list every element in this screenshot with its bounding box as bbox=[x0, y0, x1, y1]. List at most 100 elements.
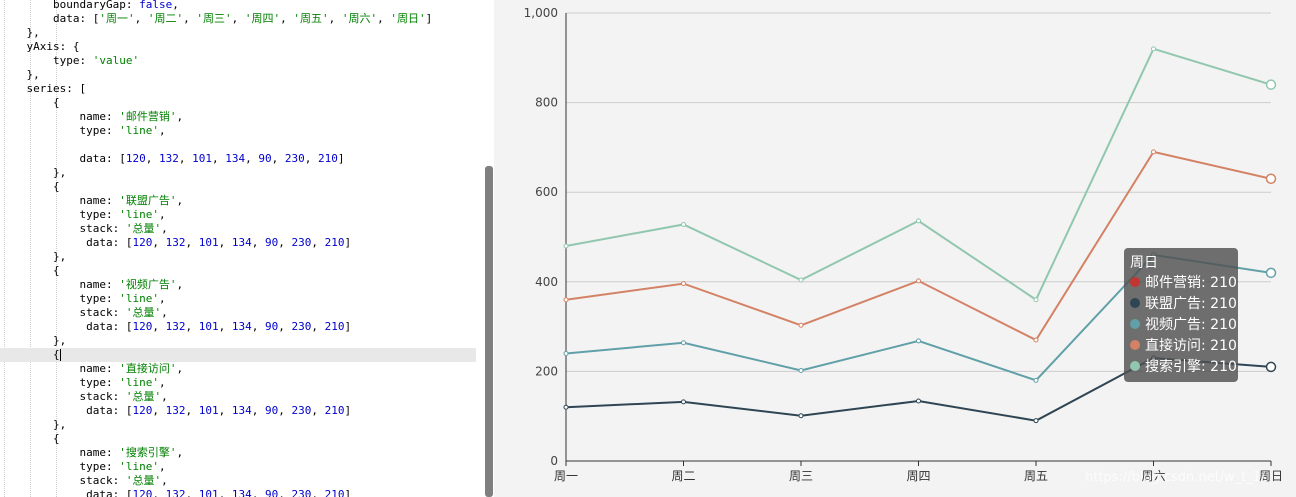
code-line[interactable]: boundaryGap: false, bbox=[0, 0, 476, 12]
code-line[interactable]: { bbox=[0, 180, 476, 194]
code-token: , bbox=[176, 362, 184, 375]
code-line[interactable]: type: 'line', bbox=[0, 208, 476, 222]
code-line[interactable]: stack: '总量', bbox=[0, 474, 476, 488]
code-token: 101 bbox=[198, 236, 219, 249]
code-line[interactable]: data: [120, 132, 101, 134, 90, 230, 210] bbox=[0, 488, 476, 497]
code-line[interactable]: name: '邮件营销', bbox=[0, 110, 476, 124]
code-line[interactable]: name: '搜索引擎', bbox=[0, 446, 476, 460]
code-token: , bbox=[134, 12, 148, 25]
y-tick-label: 800 bbox=[535, 96, 558, 110]
code-token: data: [ bbox=[0, 12, 100, 25]
code-token: , bbox=[152, 236, 166, 249]
code-line[interactable]: }, bbox=[0, 418, 476, 432]
code-line[interactable]: type: 'line', bbox=[0, 376, 476, 390]
code-line[interactable]: }, bbox=[0, 250, 476, 264]
code-line[interactable]: data: [120, 132, 101, 134, 90, 230, 210] bbox=[0, 404, 476, 418]
code-token: ] bbox=[344, 488, 352, 497]
code-token: 230 bbox=[291, 320, 312, 333]
code-token: type: bbox=[0, 124, 120, 137]
code-line[interactable] bbox=[0, 138, 476, 152]
code-token: type: bbox=[0, 54, 93, 67]
code-token: 'line' bbox=[119, 376, 159, 389]
code-line[interactable]: data: [120, 132, 101, 134, 90, 230, 210] bbox=[0, 236, 476, 250]
x-tick-label: 周二 bbox=[671, 469, 695, 483]
code-token: , bbox=[185, 236, 199, 249]
code-line[interactable]: series: [ bbox=[0, 82, 476, 96]
code-line[interactable]: name: '联盟广告', bbox=[0, 194, 476, 208]
data-point bbox=[1033, 337, 1039, 343]
data-point bbox=[1033, 297, 1039, 303]
code-line[interactable]: data: [120, 132, 101, 134, 90, 230, 210] bbox=[0, 152, 476, 166]
code-token: ] bbox=[344, 236, 352, 249]
code-token: 'line' bbox=[119, 460, 159, 473]
code-token: }, bbox=[0, 68, 40, 81]
code-line[interactable]: { bbox=[0, 432, 476, 446]
code-token: , bbox=[245, 152, 259, 165]
code-line[interactable]: }, bbox=[0, 166, 476, 180]
editor-scrollbar-thumb[interactable] bbox=[485, 166, 493, 497]
code-token: 90 bbox=[264, 236, 279, 249]
code-line[interactable]: { bbox=[0, 348, 476, 362]
data-point bbox=[1151, 46, 1156, 52]
code-token: , bbox=[152, 488, 166, 497]
code-token: '搜索引擎' bbox=[119, 446, 177, 459]
code-line[interactable]: stack: '总量', bbox=[0, 222, 476, 236]
code-token: , bbox=[311, 488, 325, 497]
series-color-dot bbox=[1130, 298, 1140, 308]
code-token: 210 bbox=[324, 404, 345, 417]
tooltip-row: 视频广告: 210 bbox=[1130, 315, 1237, 336]
tooltip-row: 联盟广告: 210 bbox=[1130, 294, 1237, 315]
code-token: }, bbox=[0, 418, 67, 431]
data-point bbox=[1265, 173, 1277, 185]
tooltip-row-label: 邮件营销: 210 bbox=[1145, 275, 1237, 291]
code-token: { bbox=[0, 432, 60, 445]
code-token: , bbox=[176, 194, 184, 207]
code-line[interactable]: data: ['周一', '周二', '周三', '周四', '周五', '周六… bbox=[0, 12, 476, 26]
code-token: 101 bbox=[198, 488, 219, 497]
code-token: 132 bbox=[158, 152, 179, 165]
indent-guide bbox=[4, 0, 5, 497]
code-line[interactable]: data: [120, 132, 101, 134, 90, 230, 210] bbox=[0, 320, 476, 334]
code-line[interactable]: { bbox=[0, 96, 476, 110]
code-line[interactable]: type: 'line', bbox=[0, 292, 476, 306]
code-line[interactable]: { bbox=[0, 264, 476, 278]
code-line[interactable]: type: 'value' bbox=[0, 54, 476, 68]
code-line[interactable]: }, bbox=[0, 68, 476, 82]
code-token: '总量' bbox=[125, 474, 162, 487]
code-line[interactable]: stack: '总量', bbox=[0, 390, 476, 404]
code-token: data: [ bbox=[0, 320, 133, 333]
code-token: 101 bbox=[198, 320, 219, 333]
code-line[interactable]: }, bbox=[0, 334, 476, 348]
data-point bbox=[1033, 377, 1039, 383]
code-line[interactable]: type: 'line', bbox=[0, 124, 476, 138]
code-token: , bbox=[183, 12, 197, 25]
code-token: , bbox=[271, 152, 285, 165]
code-token: , bbox=[158, 208, 166, 221]
code-line[interactable]: }, bbox=[0, 26, 476, 40]
data-point bbox=[798, 368, 804, 374]
code-line[interactable]: name: '视频广告', bbox=[0, 278, 476, 292]
code-token: 134 bbox=[231, 236, 252, 249]
y-tick-label: 1,000 bbox=[524, 6, 558, 20]
data-point bbox=[681, 281, 686, 287]
code-token: data: [ bbox=[0, 236, 133, 249]
series-color-dot bbox=[1130, 277, 1140, 287]
x-tick-label: 周一 bbox=[554, 469, 578, 483]
code-token: , bbox=[278, 404, 292, 417]
code-token: ] bbox=[344, 404, 352, 417]
code-token: , bbox=[158, 124, 166, 137]
code-token: '总量' bbox=[125, 306, 162, 319]
code-token: 210 bbox=[317, 152, 338, 165]
code-token: }, bbox=[0, 26, 40, 39]
data-point bbox=[916, 338, 921, 344]
code-token: 101 bbox=[198, 404, 219, 417]
code-line[interactable]: stack: '总量', bbox=[0, 306, 476, 320]
code-token: 134 bbox=[231, 404, 252, 417]
series-color-dot bbox=[1130, 340, 1140, 350]
code-line[interactable]: type: 'line', bbox=[0, 460, 476, 474]
code-token: , bbox=[161, 390, 168, 403]
code-line[interactable]: yAxis: { bbox=[0, 40, 476, 54]
code-editor[interactable]: boundaryGap: false, data: ['周一', '周二', '… bbox=[0, 0, 483, 497]
code-line[interactable]: name: '直接访问', bbox=[0, 362, 476, 376]
tooltip-row-label: 搜索引擎: 210 bbox=[1145, 359, 1237, 375]
